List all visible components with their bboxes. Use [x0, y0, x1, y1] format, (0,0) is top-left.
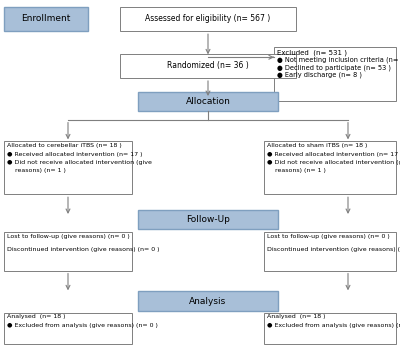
Text: Discontinued intervention (give reasons) (n= 0 ): Discontinued intervention (give reasons)… — [7, 247, 160, 252]
Text: ● Declined to participate (n= 53 ): ● Declined to participate (n= 53 ) — [277, 64, 391, 71]
FancyBboxPatch shape — [4, 7, 88, 31]
FancyBboxPatch shape — [264, 313, 396, 344]
FancyBboxPatch shape — [120, 54, 296, 78]
FancyBboxPatch shape — [274, 47, 396, 101]
Text: Allocated to sham iTBS (n= 18 ): Allocated to sham iTBS (n= 18 ) — [267, 143, 368, 148]
FancyBboxPatch shape — [4, 141, 132, 194]
Text: Enrollment: Enrollment — [21, 14, 71, 23]
Text: Analysed  (n= 18 ): Analysed (n= 18 ) — [267, 314, 326, 319]
Text: Lost to follow-up (give reasons) (n= 0 ): Lost to follow-up (give reasons) (n= 0 ) — [7, 234, 130, 239]
Text: ● Early discharge (n= 8 ): ● Early discharge (n= 8 ) — [277, 71, 362, 78]
FancyBboxPatch shape — [264, 141, 396, 194]
Text: Analysis: Analysis — [189, 297, 227, 306]
Text: ● Received allocated intervention (n= 17 ): ● Received allocated intervention (n= 17… — [267, 152, 400, 156]
FancyBboxPatch shape — [138, 291, 278, 311]
FancyBboxPatch shape — [138, 92, 278, 111]
Text: ● Did not receive allocated intervention (give: ● Did not receive allocated intervention… — [7, 160, 152, 165]
Text: Follow-Up: Follow-Up — [186, 215, 230, 224]
Text: ● Received allocated intervention (n= 17 ): ● Received allocated intervention (n= 17… — [7, 152, 143, 156]
Text: Discontinued intervention (give reasons) (n= 0 ): Discontinued intervention (give reasons)… — [267, 247, 400, 252]
Text: reasons) (n= 1 ): reasons) (n= 1 ) — [7, 168, 66, 173]
Text: Randomized (n= 36 ): Randomized (n= 36 ) — [167, 61, 249, 70]
FancyBboxPatch shape — [120, 7, 296, 31]
FancyBboxPatch shape — [4, 232, 132, 271]
Text: ● Excluded from analysis (give reasons) (n= 0 ): ● Excluded from analysis (give reasons) … — [267, 323, 400, 328]
Text: ● Not meeting inclusion criteria (n= 470 ): ● Not meeting inclusion criteria (n= 470… — [277, 57, 400, 64]
Text: Allocated to cerebellar iTBS (n= 18 ): Allocated to cerebellar iTBS (n= 18 ) — [7, 143, 122, 148]
FancyBboxPatch shape — [264, 232, 396, 271]
Text: Assessed for eligibility (n= 567 ): Assessed for eligibility (n= 567 ) — [145, 14, 271, 23]
Text: Excluded  (n= 531 ): Excluded (n= 531 ) — [277, 50, 347, 56]
FancyBboxPatch shape — [4, 313, 132, 344]
Text: reasons) (n= 1 ): reasons) (n= 1 ) — [267, 168, 326, 173]
FancyBboxPatch shape — [138, 210, 278, 229]
Text: ● Excluded from analysis (give reasons) (n= 0 ): ● Excluded from analysis (give reasons) … — [7, 323, 158, 328]
Text: ● Did not receive allocated intervention (give: ● Did not receive allocated intervention… — [267, 160, 400, 165]
Text: Analysed  (n= 18 ): Analysed (n= 18 ) — [7, 314, 66, 319]
Text: Lost to follow-up (give reasons) (n= 0 ): Lost to follow-up (give reasons) (n= 0 ) — [267, 234, 390, 239]
Text: Allocation: Allocation — [186, 97, 230, 106]
